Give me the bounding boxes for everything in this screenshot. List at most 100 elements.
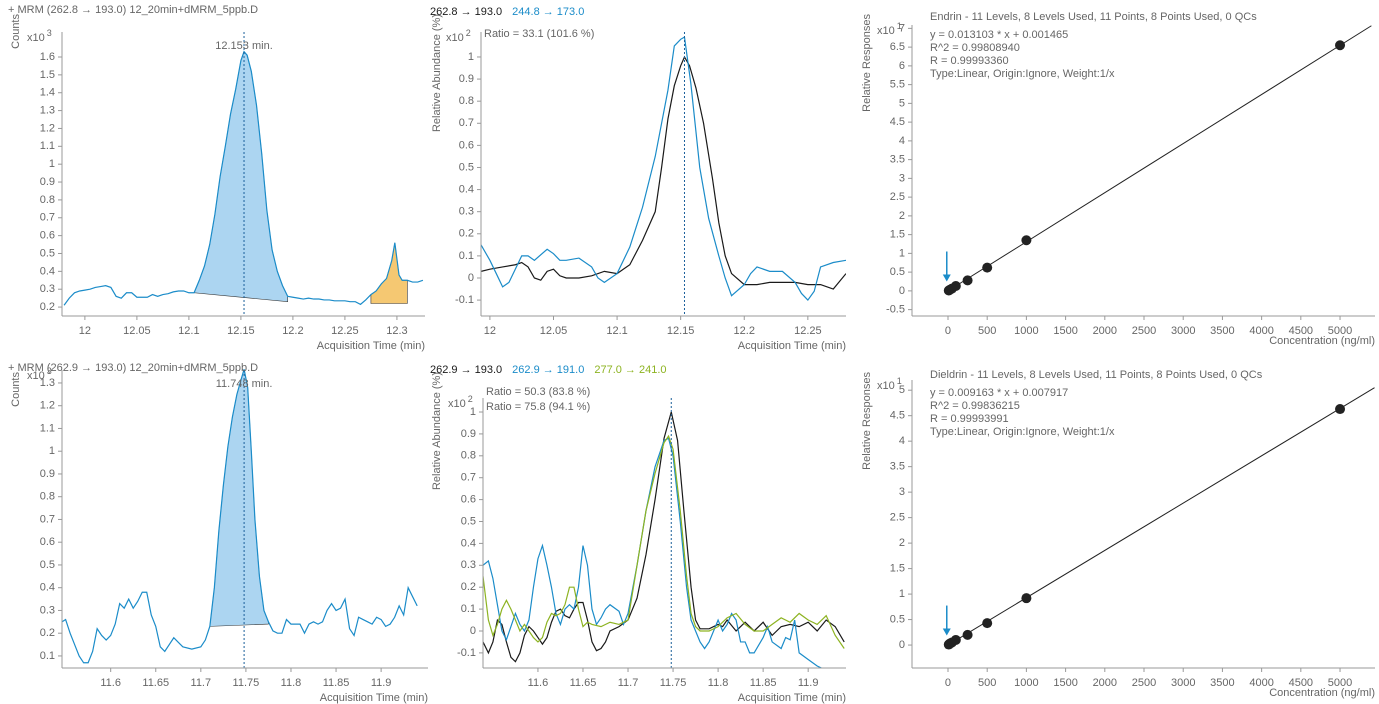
y-scale-base: x10 bbox=[448, 398, 466, 410]
x-tick-label: 12.25 bbox=[794, 325, 822, 337]
equation-line: R = 0.99993360 bbox=[930, 55, 1009, 67]
x-tick-label: 0 bbox=[945, 677, 951, 689]
y-tick-label: 1.2 bbox=[40, 400, 55, 412]
x-tick-label: 12.1 bbox=[606, 325, 627, 337]
y-axis-label: Relative Responses bbox=[861, 372, 873, 470]
y-tick-label: 0.9 bbox=[461, 428, 476, 440]
chart-title: Endrin - 11 Levels, 8 Levels Used, 11 Po… bbox=[930, 11, 1257, 23]
y-tick-label: 1.5 bbox=[40, 69, 55, 81]
x-tick-label: 1500 bbox=[1053, 325, 1077, 337]
x-tick-label: 11.9 bbox=[798, 677, 819, 689]
integrated-area bbox=[209, 369, 269, 627]
y-tick-label: 1.5 bbox=[890, 563, 905, 575]
y-tick-label: 0.7 bbox=[461, 472, 476, 484]
y-tick-label: 1.4 bbox=[40, 87, 55, 99]
legend: 262.9 → 193.0 262.9 → 191.0 277.0 → 241.0 bbox=[430, 364, 667, 376]
ion-line bbox=[481, 55, 846, 290]
arrow-head bbox=[942, 628, 951, 636]
y-tick-label: 1 bbox=[468, 51, 474, 63]
x-tick-label: 11.75 bbox=[660, 677, 687, 689]
y-scale: x10 2 bbox=[448, 394, 473, 410]
y-tick-label: 2 bbox=[899, 537, 905, 549]
x-axis-label: Acquisition Time (min) bbox=[317, 340, 425, 352]
y-tick-label: 0.4 bbox=[40, 582, 55, 594]
y-scale-exponent: 1 bbox=[897, 21, 902, 31]
ratio-label: Ratio = 75.8 (94.1 %) bbox=[486, 401, 590, 413]
y-tick-label: 0.1 bbox=[40, 650, 55, 662]
y-tick-label: 0.5 bbox=[890, 613, 905, 625]
calibration-point bbox=[1021, 235, 1032, 246]
y-scale-exponent: 3 bbox=[47, 28, 52, 38]
y-tick-label: 1.2 bbox=[40, 122, 55, 134]
y-tick-label: 0.3 bbox=[461, 559, 476, 571]
y-tick-label: -0.1 bbox=[455, 294, 474, 306]
y-tick-label: 5 bbox=[899, 384, 905, 396]
x-tick-label: 12.1 bbox=[178, 325, 199, 337]
x-tick-label: 5000 bbox=[1328, 677, 1352, 689]
y-tick-label: 0.2 bbox=[461, 581, 476, 593]
calibration-point bbox=[950, 281, 961, 291]
y-tick-label: 0.5 bbox=[890, 266, 905, 278]
x-tick-label: 4500 bbox=[1289, 325, 1313, 337]
y-tick-label: 0.8 bbox=[40, 491, 55, 503]
x-tick-label: 12.2 bbox=[734, 325, 755, 337]
y-tick-label: 0.4 bbox=[459, 183, 474, 195]
y-tick-label: 1 bbox=[899, 588, 905, 600]
y-tick-label: 0.6 bbox=[40, 536, 55, 548]
x-tick-label: 4000 bbox=[1249, 325, 1273, 337]
x-tick-label: 11.85 bbox=[750, 677, 777, 689]
equation-line: R^2 = 0.99808940 bbox=[930, 42, 1020, 54]
x-axis-label: Concentration (ng/ml) bbox=[1269, 335, 1375, 347]
x-tick-label: 5000 bbox=[1328, 325, 1352, 337]
y-tick-label: 0 bbox=[468, 272, 474, 284]
signal-line bbox=[62, 369, 418, 664]
y-tick-label: 0.7 bbox=[40, 212, 55, 224]
x-tick-label: 11.75 bbox=[233, 677, 260, 689]
x-tick-label: 11.65 bbox=[570, 677, 597, 689]
x-tick-label: 12.05 bbox=[540, 325, 568, 337]
y-tick-label: 0.4 bbox=[461, 537, 476, 549]
legend-entry: 277.0 → 241.0 bbox=[594, 364, 666, 376]
y-tick-label: 0.3 bbox=[40, 604, 55, 616]
x-tick-label: 1500 bbox=[1053, 677, 1077, 689]
legend: 262.8 → 193.0 244.8 → 173.0 bbox=[430, 6, 584, 18]
x-tick-label: 11.7 bbox=[191, 677, 212, 689]
x-tick-label: 11.6 bbox=[528, 677, 549, 689]
signal-line bbox=[63, 50, 424, 306]
y-scale-base: x10 bbox=[446, 32, 464, 44]
y-tick-label: 0 bbox=[899, 639, 905, 651]
y-tick-label: 2.5 bbox=[890, 512, 905, 524]
x-tick-label: 2500 bbox=[1132, 325, 1156, 337]
arrow-head bbox=[942, 274, 951, 282]
y-scale: x10 3 bbox=[27, 366, 52, 382]
equation-line: y = 0.013103 * x + 0.001465 bbox=[930, 29, 1068, 41]
y-tick-label: 0.7 bbox=[459, 117, 474, 129]
y-tick-label: 1 bbox=[470, 406, 476, 418]
calibration-point bbox=[982, 262, 993, 273]
y-tick-label: 3 bbox=[899, 172, 905, 184]
y-tick-label: 0.5 bbox=[40, 247, 55, 259]
x-tick-label: 3500 bbox=[1210, 325, 1234, 337]
calibration-point bbox=[962, 629, 973, 640]
y-tick-label: 1 bbox=[899, 247, 905, 259]
y-tick-label: 4 bbox=[899, 135, 905, 147]
calibration-point bbox=[1335, 404, 1346, 415]
y-tick-label: 5 bbox=[899, 97, 905, 109]
x-tick-label: 12.05 bbox=[123, 325, 151, 337]
calibration-point bbox=[950, 634, 961, 645]
y-tick-label: 6 bbox=[899, 60, 905, 72]
y-tick-label: 0.4 bbox=[40, 265, 55, 277]
x-tick-label: 12.25 bbox=[331, 325, 359, 337]
y-scale-exponent: 3 bbox=[47, 366, 52, 376]
y-tick-label: 1.1 bbox=[40, 140, 55, 152]
ion-line bbox=[483, 434, 845, 649]
x-tick-label: 12.3 bbox=[386, 325, 407, 337]
x-tick-label: 3000 bbox=[1171, 325, 1195, 337]
equation-line: R^2 = 0.99836215 bbox=[930, 400, 1020, 412]
y-tick-label: 0.2 bbox=[459, 228, 474, 240]
x-tick-label: 4500 bbox=[1289, 677, 1313, 689]
y-scale: x10 1 bbox=[877, 21, 902, 37]
y-tick-label: -0.5 bbox=[886, 304, 905, 316]
legend-entry: 262.9 → 193.0 bbox=[430, 364, 502, 376]
